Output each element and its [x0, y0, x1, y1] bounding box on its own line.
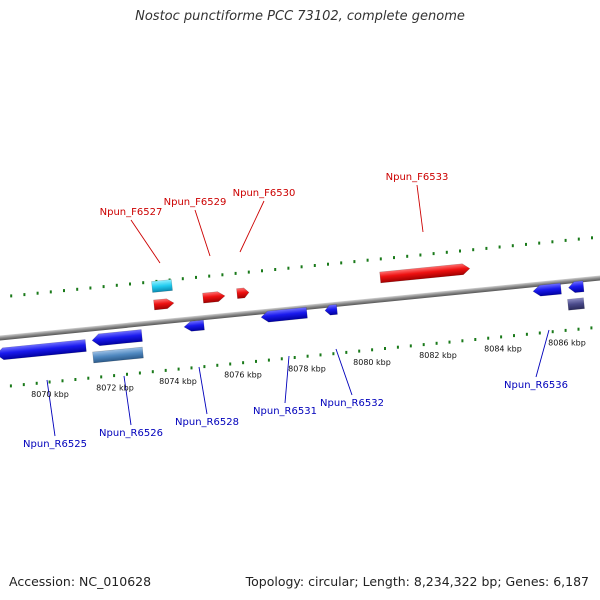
reverse-gene-leader-line [46, 379, 56, 437]
forward-gene-leader-line [130, 219, 161, 264]
reverse-gene-label[interactable]: Npun_R6525 [23, 439, 87, 450]
misc-feature-box[interactable] [151, 279, 173, 293]
tick-label: 8080 kbp [353, 358, 391, 367]
forward-gene-leader-line [194, 209, 211, 257]
label-layer: 8070 kbp 8072 kbp 8074 kbp 8076 kbp 8078 kbp… [23, 172, 586, 450]
reverse-gene-arrow[interactable] [183, 319, 205, 332]
reverse-gene-label[interactable]: Npun_R6528 [175, 417, 239, 428]
tick-label: 8076 kbp [224, 371, 262, 380]
misc-feature-box[interactable] [567, 297, 585, 311]
forward-gene-arrow[interactable] [236, 287, 250, 299]
reverse-gene-leader-line [284, 355, 290, 404]
forward-gene-arrow[interactable] [379, 263, 471, 284]
genome-summary-text: Topology: circular; Length: 8,234,322 bp… [245, 574, 589, 589]
reverse-gene-label[interactable]: Npun_R6526 [99, 428, 163, 439]
tick-label: 8084 kbp [484, 345, 522, 354]
reverse-gene-leader-line [335, 348, 353, 396]
tick-label: 8074 kbp [159, 377, 197, 386]
tick-label: 8072 kbp [96, 384, 134, 393]
reverse-gene-label[interactable]: Npun_R6531 [253, 406, 317, 417]
label-leader-layer [46, 184, 550, 437]
reverse-gene-arrow[interactable] [324, 304, 338, 316]
reverse-gene-arrow[interactable] [532, 282, 562, 297]
reverse-gene-leader-line [123, 375, 132, 426]
reverse-gene-leader-line [198, 366, 208, 415]
forward-gene-leader-line [416, 184, 424, 233]
reverse-gene-arrow[interactable] [0, 339, 87, 361]
misc-feature-box[interactable] [92, 346, 144, 364]
genome-title: Nostoc punctiforme PCC 73102, complete g… [135, 9, 465, 24]
forward-gene-arrow[interactable] [202, 291, 226, 304]
tick-layer [9, 236, 593, 388]
feature-layer [0, 263, 585, 364]
forward-gene-label[interactable]: Npun_F6533 [386, 172, 449, 183]
accession-text: Accession: NC_010628 [9, 574, 152, 589]
reverse-gene-arrow[interactable] [91, 329, 143, 347]
tick-label: 8078 kbp [288, 364, 326, 373]
tick-label: 8082 kbp [419, 351, 457, 360]
reverse-gene-label[interactable]: Npun_R6536 [504, 380, 568, 391]
reverse-gene-leader-line [535, 329, 550, 378]
reverse-gene-label[interactable]: Npun_R6532 [320, 398, 384, 409]
forward-gene-label[interactable]: Npun_F6530 [233, 188, 296, 199]
reverse-gene-arrow[interactable] [260, 306, 308, 323]
tick-label: 8086 kbp [548, 338, 586, 347]
reverse-gene-arrow[interactable] [568, 280, 585, 293]
forward-gene-label[interactable]: Npun_F6527 [100, 207, 163, 218]
forward-gene-arrow[interactable] [153, 298, 175, 311]
forward-gene-label[interactable]: Npun_F6529 [164, 197, 227, 208]
forward-gene-leader-line [239, 200, 265, 253]
tick-label: 8070 kbp [31, 390, 69, 399]
